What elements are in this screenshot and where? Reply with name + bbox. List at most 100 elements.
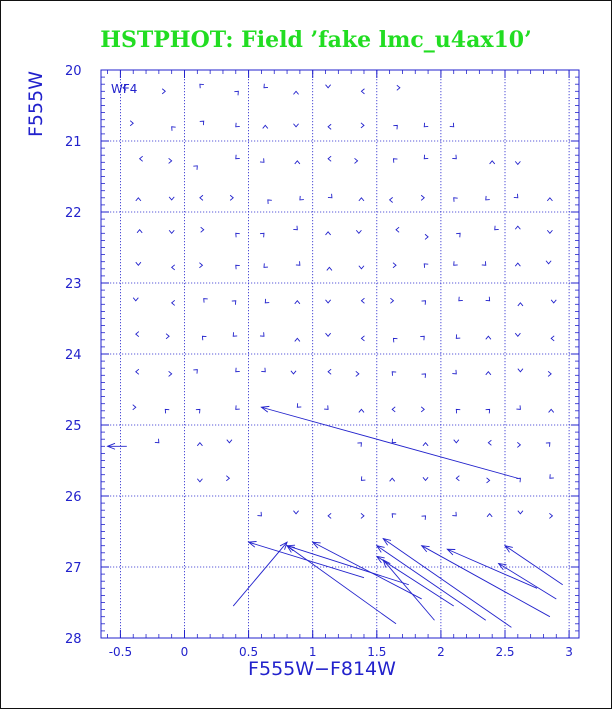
arrow-head xyxy=(497,562,507,571)
small-vector-glyph xyxy=(516,477,521,483)
small-vector-glyph xyxy=(421,515,427,520)
small-vector-glyph xyxy=(171,126,176,131)
small-vector-glyph xyxy=(487,439,492,446)
y-tick-label: 27 xyxy=(65,561,82,576)
arrow-shaft xyxy=(376,555,454,607)
small-vector-glyph xyxy=(170,299,176,306)
small-vector-glyph xyxy=(294,337,301,342)
small-vector-glyph xyxy=(196,478,203,483)
small-vector-glyph xyxy=(290,370,297,375)
small-vector-glyph xyxy=(135,197,142,202)
small-vector-glyph xyxy=(161,88,166,95)
arrow-shaft xyxy=(232,541,288,607)
small-vector-glyph xyxy=(422,442,429,447)
small-vector-glyph xyxy=(392,158,398,163)
small-vector-glyph xyxy=(391,406,396,413)
small-vector-glyph xyxy=(389,477,396,482)
small-vector-glyph xyxy=(235,154,240,160)
small-vector-glyph xyxy=(486,513,493,518)
small-vector-glyph xyxy=(195,408,201,414)
x-tick-label: 2.5 xyxy=(495,645,514,659)
vector-arrow xyxy=(106,442,127,450)
small-vector-glyph xyxy=(453,197,458,202)
vector-arrow xyxy=(247,541,365,579)
small-vector-glyph xyxy=(424,233,429,240)
small-vector-glyph xyxy=(259,332,265,337)
arrow-head xyxy=(382,537,392,546)
small-vector-glyph xyxy=(168,370,173,377)
vector-arrow xyxy=(232,541,288,607)
arrow-shaft xyxy=(504,545,563,586)
small-vector-glyph xyxy=(452,154,457,160)
small-vector-glyph xyxy=(327,368,332,375)
vector-arrow xyxy=(260,405,518,479)
small-vector-glyph xyxy=(264,298,270,304)
small-vector-glyph xyxy=(517,510,524,515)
small-vector-glyph xyxy=(545,260,552,265)
small-vector-glyph xyxy=(135,368,140,375)
small-vector-glyph xyxy=(326,266,333,271)
arrow-head xyxy=(375,545,385,553)
small-vector-glyph xyxy=(168,196,175,201)
x-tick-label: -0.5 xyxy=(109,645,132,659)
y-tick-label: 25 xyxy=(65,419,82,434)
small-vector-glyph xyxy=(390,297,395,304)
small-vector-glyph xyxy=(360,297,365,304)
arrow-shaft xyxy=(286,545,397,625)
small-vector-glyph xyxy=(355,229,362,234)
small-vector-glyph xyxy=(327,193,333,199)
small-vector-glyph xyxy=(327,123,332,130)
arrow-shaft xyxy=(447,548,538,589)
small-vector-glyph xyxy=(138,155,143,162)
small-vector-glyph xyxy=(455,475,460,482)
small-vector-glyph xyxy=(489,160,496,165)
small-vector-glyph xyxy=(549,474,554,479)
small-vector-glyph xyxy=(453,439,460,444)
small-vector-glyph xyxy=(456,232,461,238)
x-tick-label: 0.5 xyxy=(239,645,258,659)
arrow-shaft xyxy=(376,545,487,621)
small-vector-glyph xyxy=(231,300,237,305)
small-vector-glyph xyxy=(514,262,521,267)
small-vector-glyph xyxy=(259,232,265,238)
small-vector-glyph xyxy=(550,335,555,342)
small-vector-glyph xyxy=(293,90,299,95)
small-vector-glyph xyxy=(168,229,175,234)
arrow-shaft xyxy=(248,541,365,579)
small-vector-glyph xyxy=(232,332,238,337)
small-vector-glyph xyxy=(358,408,365,413)
small-vector-glyph xyxy=(257,511,262,517)
small-vector-glyph xyxy=(136,229,143,234)
small-vector-glyph xyxy=(423,263,429,268)
small-vector-glyph xyxy=(396,84,401,91)
small-vector-glyph xyxy=(358,197,365,202)
y-tick-label: 20 xyxy=(65,64,82,79)
small-vector-glyph xyxy=(421,300,427,305)
y-tick-label: 23 xyxy=(65,277,82,292)
small-vector-glyph xyxy=(200,226,205,233)
small-vector-glyph xyxy=(455,408,461,414)
small-vector-glyph xyxy=(327,155,332,162)
small-vector-glyph xyxy=(122,84,127,91)
small-vector-glyph xyxy=(420,406,425,413)
y-axis-label: F555W xyxy=(25,71,47,137)
small-vector-glyph xyxy=(193,165,198,170)
small-vector-glyph xyxy=(481,261,487,266)
arrow-shaft xyxy=(382,538,512,628)
small-vector-glyph xyxy=(358,265,365,270)
small-vector-glyph xyxy=(293,123,299,128)
small-vector-glyph xyxy=(422,477,429,482)
small-vector-glyph xyxy=(355,370,360,377)
small-vector-glyph xyxy=(517,368,524,373)
small-vector-glyph xyxy=(360,88,365,95)
vector-arrow xyxy=(446,548,538,589)
vector-arrow xyxy=(382,558,435,621)
small-vector-glyph xyxy=(324,405,329,410)
small-vector-glyph xyxy=(545,442,551,447)
small-vector-glyph xyxy=(170,264,176,271)
small-vector-glyph xyxy=(455,334,461,339)
arrow-shaft xyxy=(261,406,518,479)
small-vector-glyph xyxy=(420,335,425,341)
small-vector-glyph xyxy=(327,512,332,519)
